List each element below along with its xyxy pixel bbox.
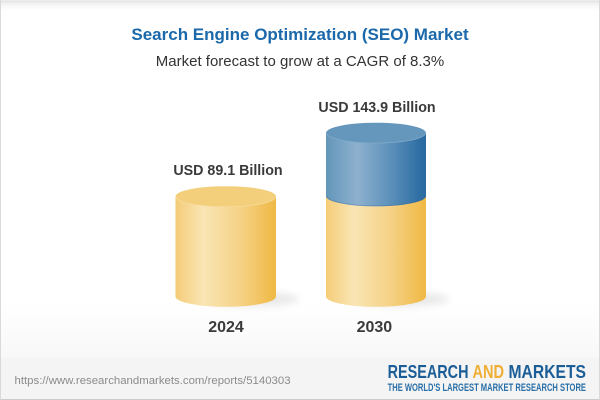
svg-text:THE WORLD'S LARGEST MARKET RES: THE WORLD'S LARGEST MARKET RESEARCH STOR… xyxy=(388,382,586,394)
svg-text:RESEARCH: RESEARCH xyxy=(388,361,469,382)
svg-text:MARKETS: MARKETS xyxy=(509,361,587,382)
svg-text:AND: AND xyxy=(473,361,505,382)
